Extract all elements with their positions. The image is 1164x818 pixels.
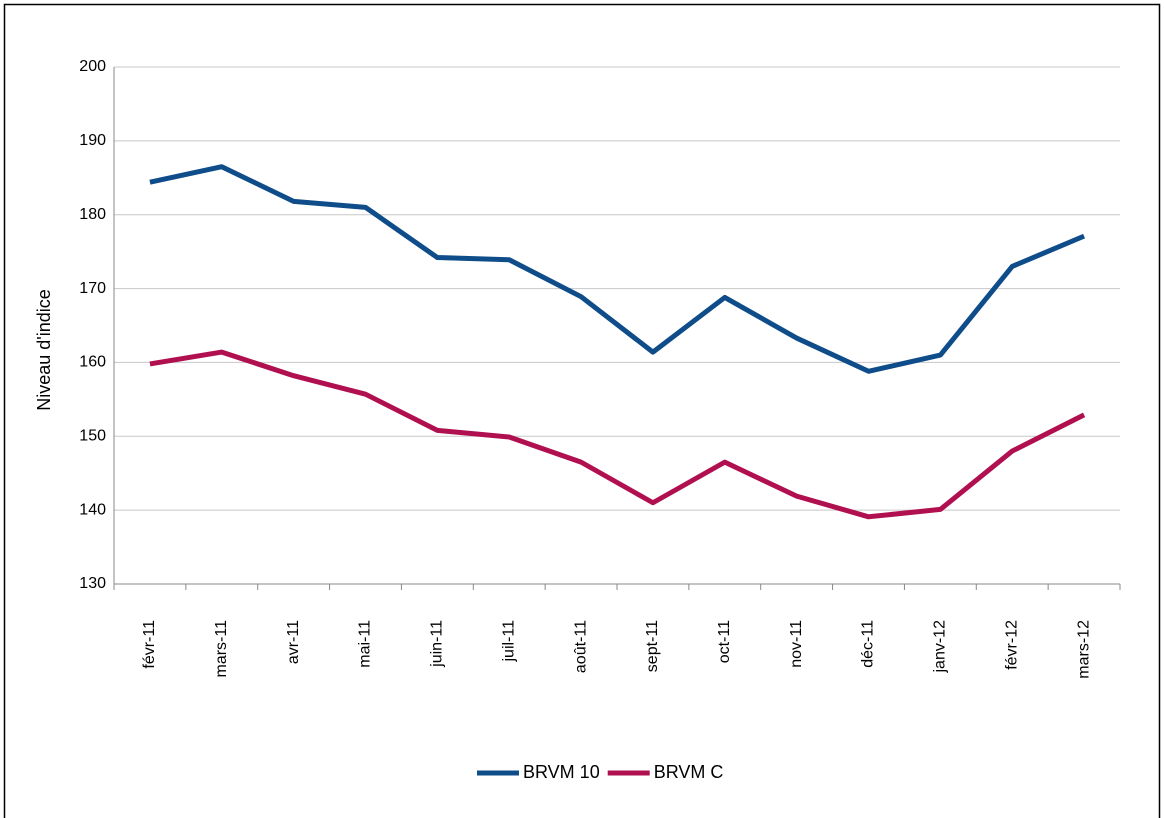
x-tick-label: juil-11 — [500, 620, 517, 663]
y-tick-label: 160 — [79, 354, 106, 371]
y-tick-label: 200 — [79, 58, 106, 75]
legend-label: BRVM 10 — [523, 762, 600, 782]
x-tick-label: déc-11 — [860, 620, 877, 668]
y-axis-label: Niveau d'indice — [34, 289, 54, 411]
chart-border — [3, 3, 1161, 818]
data-line — [149, 164, 1086, 374]
y-tick-label: 140 — [79, 501, 106, 518]
y-tick-label: 180 — [79, 206, 106, 223]
x-tick-label: nov-11 — [788, 620, 805, 668]
y-tick-label: 170 — [79, 280, 106, 297]
y-tick-label: 150 — [79, 428, 106, 445]
x-tick-label: janv-12 — [932, 620, 949, 674]
x-tick-label: juin-11 — [429, 620, 446, 668]
x-tick-label: mars-12 — [1075, 620, 1092, 679]
x-tick-label: mai-11 — [357, 620, 374, 668]
x-tick-label: févr-11 — [141, 620, 158, 669]
x-tick-label: mars-11 — [213, 620, 230, 678]
legend-label: BRVM C — [654, 762, 724, 782]
x-tick-label: sept-11 — [644, 620, 661, 672]
x-tick-label: févr-12 — [1003, 620, 1020, 670]
x-tick-label: avr-11 — [285, 620, 302, 664]
x-tick-label: oct-11 — [716, 620, 733, 663]
y-tick-label: 190 — [79, 132, 106, 149]
x-tick-label: août-11 — [572, 620, 589, 673]
data-line — [149, 349, 1086, 520]
y-tick-label: 130 — [79, 575, 106, 592]
